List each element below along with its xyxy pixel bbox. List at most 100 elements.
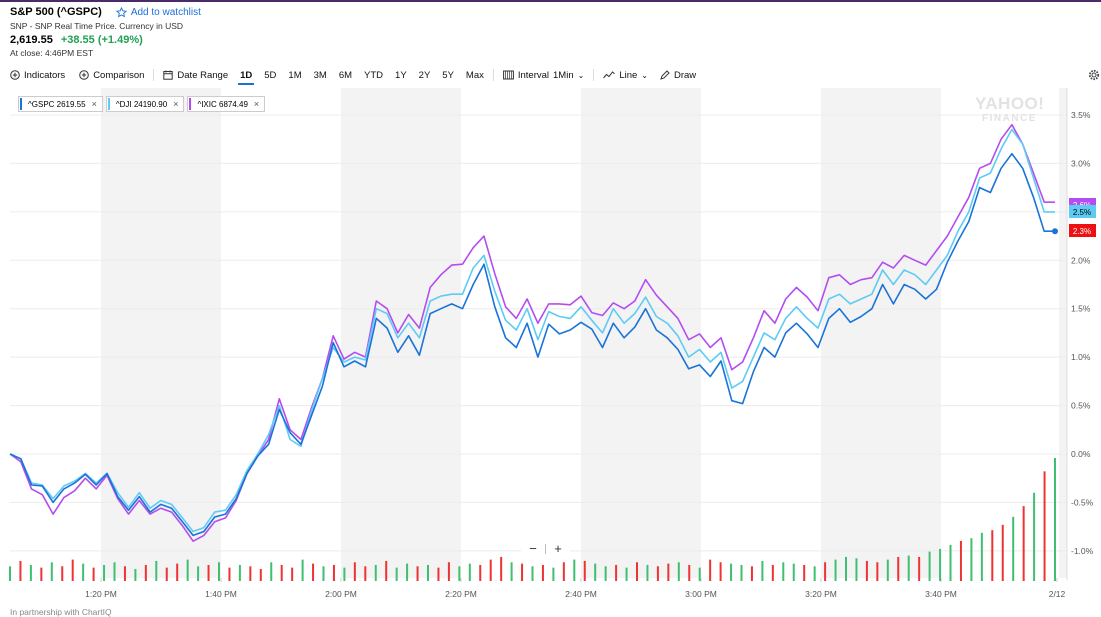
time-band <box>581 88 701 578</box>
plus-circle-icon <box>79 70 89 80</box>
volume-bar <box>928 551 931 581</box>
volume-bar <box>834 559 837 581</box>
volume-bar <box>876 562 879 581</box>
volume-bar <box>40 567 43 581</box>
remove-comparison-icon[interactable]: × <box>253 99 260 109</box>
volume-bar <box>207 564 210 581</box>
volume-bar <box>541 564 544 581</box>
x-tick-label: 2:40 PM <box>565 589 597 599</box>
interval-icon <box>502 70 514 80</box>
draw-label: Draw <box>673 69 697 81</box>
volume-bar <box>698 567 701 581</box>
volume-bar <box>218 562 220 581</box>
comparison-button[interactable]: Comparison <box>79 70 144 81</box>
legend-chip[interactable]: ^IXIC 6874.49 × <box>187 96 266 112</box>
volume-bar <box>29 564 32 581</box>
range-6m-button[interactable]: 6M <box>338 69 353 81</box>
volume-bar <box>395 567 398 581</box>
volume-bar <box>991 530 994 581</box>
range-5y-button[interactable]: 5Y <box>442 69 454 81</box>
volume-bar <box>176 563 179 581</box>
remove-comparison-icon[interactable]: × <box>173 99 179 109</box>
chart-type-dropdown[interactable]: Line ⌄ <box>603 70 648 81</box>
date-range-button[interactable]: Date Range <box>163 70 228 81</box>
volume-bar <box>845 556 847 581</box>
volume-bar <box>155 560 158 581</box>
legend-label: ^GSPC 2619.55 <box>28 99 86 109</box>
last-value-label: 2.5% <box>1073 208 1091 217</box>
volume-bar <box>458 566 461 581</box>
legend-label: ^DJI 24190.90 <box>115 99 168 109</box>
volume-bar <box>165 567 168 581</box>
volume-bar <box>228 567 231 581</box>
volume-bar <box>636 562 638 581</box>
volume-bar <box>583 560 586 581</box>
range-3m-button[interactable]: 3M <box>313 69 327 81</box>
volume-bar <box>970 538 973 581</box>
y-tick-label: 3.0% <box>1071 158 1091 168</box>
y-tick-label: 1.0% <box>1071 352 1091 362</box>
range-2y-button[interactable]: 2Y <box>418 69 431 81</box>
volume-bar <box>61 566 64 581</box>
zoom-out-button[interactable]: − <box>529 541 537 556</box>
interval-dropdown[interactable]: Interval 1Min ⌄ <box>502 69 584 81</box>
settings-gear-icon[interactable] <box>1088 69 1100 81</box>
time-band <box>1059 88 1067 578</box>
volume-bar <box>740 564 743 581</box>
volume-bar <box>447 562 450 581</box>
interval-label: Interval <box>517 69 550 81</box>
zoom-in-button[interactable]: + <box>554 541 562 556</box>
interval-value: 1Min <box>553 69 574 81</box>
legend-chip[interactable]: ^GSPC 2619.55 × <box>18 96 103 112</box>
range-1y-button[interactable]: 1Y <box>395 69 407 81</box>
range-max-button[interactable]: Max <box>465 69 484 81</box>
indicators-button[interactable]: Indicators <box>10 70 65 81</box>
volume-bar <box>385 560 388 581</box>
y-tick-label: -1.0% <box>1071 546 1094 556</box>
volume-bar <box>1001 524 1004 581</box>
calendar-icon <box>163 70 174 80</box>
volume-bar <box>709 559 712 581</box>
remove-comparison-icon[interactable]: × <box>91 99 97 109</box>
volume-bar <box>123 566 126 581</box>
volume-bar <box>531 566 534 581</box>
volume-bar <box>416 566 419 581</box>
chart-area[interactable]: 3.5% 3.0% 2.5% 2.0% 1.5% 1.0% 0.5% 0.0% -0.5% -1.… <box>0 88 1101 617</box>
volume-bar <box>1033 492 1036 581</box>
x-tick-label: 2:00 PM <box>325 589 357 599</box>
volume-bar <box>280 564 283 581</box>
volume-bar <box>656 566 659 581</box>
toolbar-divider <box>153 69 155 81</box>
volume-bar <box>322 566 325 581</box>
volume-bar <box>782 562 785 581</box>
range-1m-button[interactable]: 1M <box>288 69 302 81</box>
volume-bar <box>907 555 910 581</box>
volume-bar <box>824 562 827 581</box>
price-chart[interactable]: 3.5% 3.0% 2.5% 2.0% 1.5% 1.0% 0.5% 0.0% -0.5% -1.… <box>0 88 1101 617</box>
volume-bar <box>730 563 733 581</box>
add-to-watchlist-button[interactable]: Add to watchlist <box>115 6 201 18</box>
volume-bar <box>406 563 409 581</box>
volume-bar <box>238 564 241 581</box>
chart-type-label: Line <box>619 69 638 81</box>
volume-bar <box>19 560 22 581</box>
series-line-ixic <box>9 123 1055 542</box>
volume-bar <box>897 556 900 581</box>
volume-bar <box>803 564 806 581</box>
line-chart-icon <box>603 71 616 79</box>
volume-bar <box>301 559 304 581</box>
volume-bar <box>792 563 795 581</box>
draw-button[interactable]: Draw <box>660 70 696 81</box>
range-5d-button[interactable]: 5D <box>264 69 277 81</box>
legend-chip[interactable]: ^DJI 24190.90 × <box>105 96 185 112</box>
x-tick-label: 3:00 PM <box>685 589 717 599</box>
volume-bar <box>573 559 576 581</box>
range-ytd-button[interactable]: YTD <box>364 69 384 81</box>
volume-bar <box>186 559 189 581</box>
x-tick-label: 3:40 PM <box>925 589 957 599</box>
volume-bar <box>50 562 53 581</box>
range-1d-button[interactable]: 1D <box>238 69 255 85</box>
volume-bar <box>197 566 200 581</box>
volume-bar <box>521 563 524 581</box>
zoom-divider <box>545 544 546 554</box>
